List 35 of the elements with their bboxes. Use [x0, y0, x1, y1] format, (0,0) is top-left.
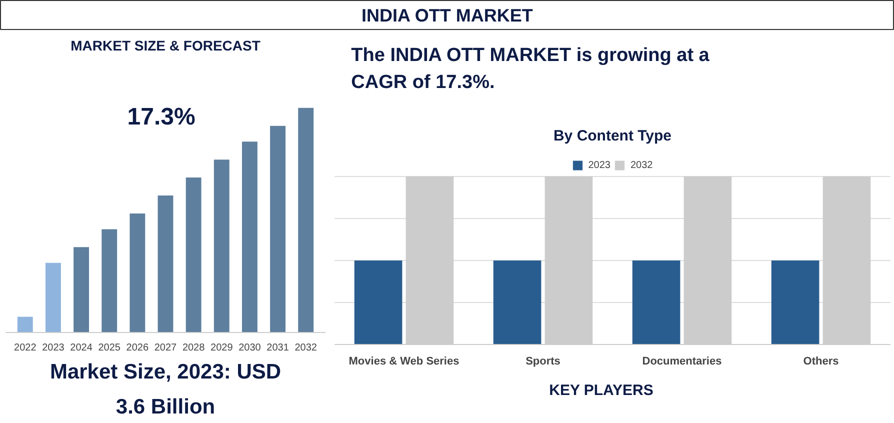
- chart-title: MARKET SIZE & FORECAST: [70, 38, 261, 54]
- x-tick-label: 2031: [266, 342, 290, 354]
- x-tick-label: Documentaries: [642, 356, 722, 368]
- text: Market Size, 2023: USD 3.6 Billion: [50, 360, 282, 418]
- x-tick-label: 2030: [238, 342, 262, 354]
- x-tick-label: 2024: [70, 342, 93, 354]
- x-tick-label: Others: [803, 356, 839, 368]
- x-tick-label: 2029: [210, 342, 234, 354]
- bar: [186, 178, 202, 332]
- bar: [74, 247, 90, 332]
- bar: [102, 229, 118, 332]
- x-tick-label: 2025: [98, 342, 121, 354]
- x-tick-label: Sports: [526, 356, 560, 368]
- legend-label: 2032: [630, 160, 653, 170]
- bar: [214, 160, 230, 332]
- bar: [298, 108, 314, 332]
- bar: [17, 316, 33, 332]
- bar: [270, 126, 286, 332]
- text: The INDIA OTT MARKET is growing at a CAGR of 17.3%.: [351, 45, 710, 94]
- x-tick-label: 2027: [154, 342, 178, 354]
- bar: [242, 142, 258, 332]
- x-tick-label: 2023: [42, 342, 65, 354]
- x-tick-label: 2022: [14, 342, 37, 354]
- bar: [46, 262, 61, 332]
- x-tick-label: 2032: [294, 342, 318, 354]
- annotation: 17.3%: [127, 103, 196, 130]
- bar: [158, 196, 174, 332]
- x-tick-label: Movies & Web Series: [348, 356, 460, 368]
- legend-label: 2023: [588, 160, 610, 170]
- bar: [130, 213, 146, 332]
- x-tick-label: 2028: [182, 342, 206, 354]
- chart-title: By Content Type: [553, 128, 672, 144]
- text: INDIA OTT MARKET: [362, 6, 533, 26]
- x-tick-label: 2026: [126, 342, 149, 354]
- text: KEY PLAYERS: [549, 382, 654, 399]
